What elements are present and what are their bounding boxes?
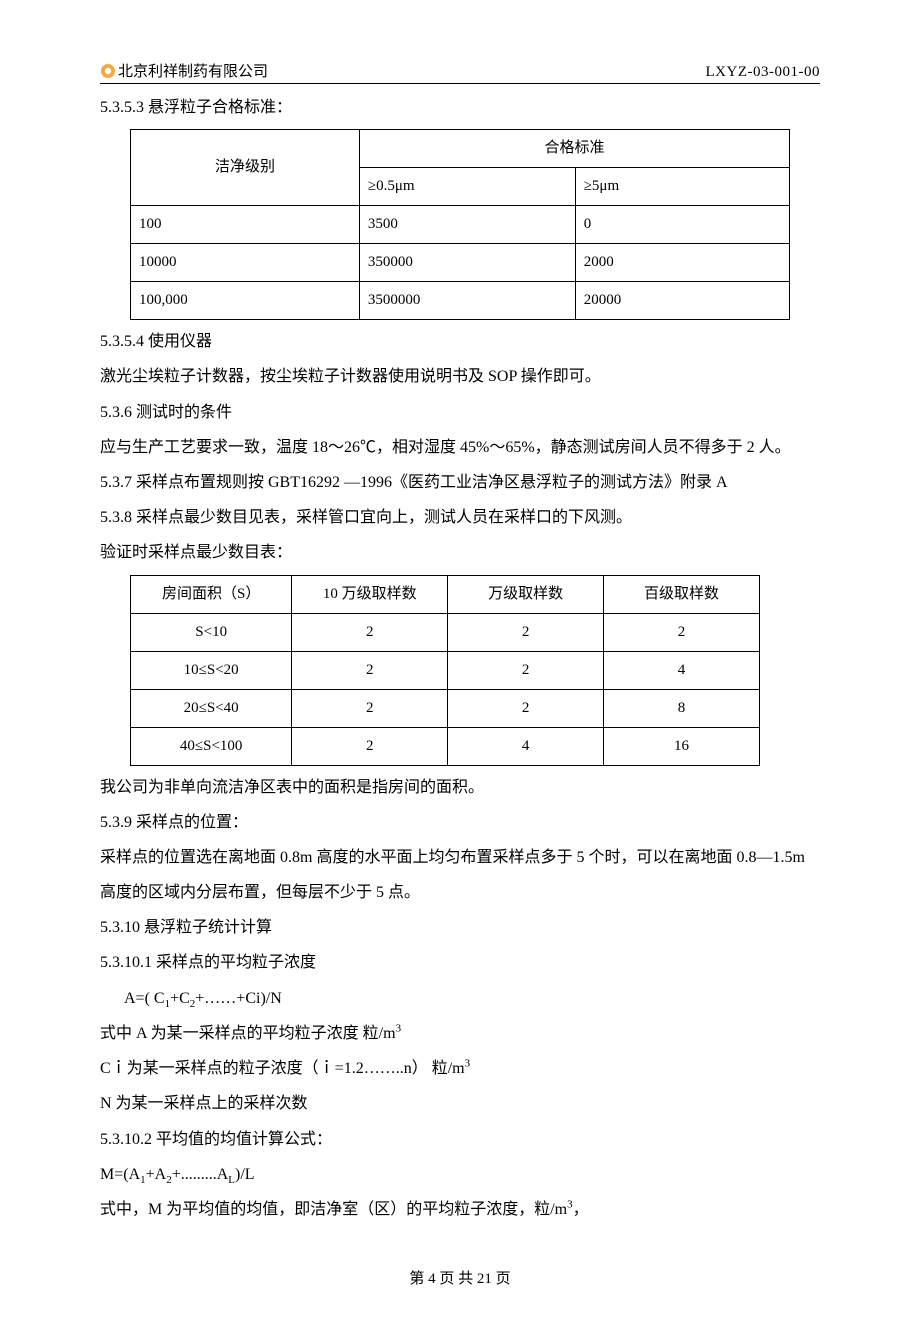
sec-5-3-8: 5.3.8 采样点最少数目见表，采样管口宜向上，测试人员在采样口的下风测。 — [100, 500, 820, 535]
t2-h4: 百级取样数 — [604, 575, 760, 613]
formula-A: A=( C1+C2+……+Ci)/N — [100, 981, 820, 1016]
table-row: 100 3500 0 — [131, 206, 790, 244]
expl-A-3: N 为某一采样点上的采样次数 — [100, 1086, 820, 1121]
sec-5-3-6: 5.3.6 测试时的条件 — [100, 395, 820, 430]
sec-5-3-7: 5.3.7 采样点布置规则按 GBT16292 —1996《医药工业洁净区悬浮粒… — [100, 465, 820, 500]
table-row: S<10 2 2 2 — [131, 613, 760, 651]
t1-h-05: ≥0.5μm — [359, 168, 575, 206]
document-body: 5.3.5.3 悬浮粒子合格标准： 洁净级别 合格标准 ≥0.5μm ≥5μm … — [100, 90, 820, 1227]
t2-h1: 房间面积（S） — [131, 575, 292, 613]
t1-h-std: 合格标准 — [359, 130, 789, 168]
sampling-points-table: 房间面积（S） 10 万级取样数 万级取样数 百级取样数 S<10 2 2 2 … — [130, 575, 760, 766]
t1-h-5: ≥5μm — [575, 168, 789, 206]
sec-5-3-8-sub: 验证时采样点最少数目表： — [100, 535, 820, 570]
company-name: 北京利祥制药有限公司 — [118, 60, 268, 81]
table-row: 20≤S<40 2 2 8 — [131, 689, 760, 727]
expl-A-1: 式中 A 为某一采样点的平均粒子浓度 粒/m3 — [100, 1016, 820, 1051]
table-row: 10000 350000 2000 — [131, 244, 790, 282]
expl-M: 式中，M 为平均值的均值，即洁净室（区）的平均粒子浓度，粒/m3， — [100, 1192, 820, 1227]
sec-5-3-9: 5.3.9 采样点的位置： — [100, 805, 820, 840]
page-footer: 第 4 页 共 21 页 — [100, 1267, 820, 1288]
t1-h-level: 洁净级别 — [131, 130, 360, 206]
document-page: 北京利祥制药有限公司 LXYZ-03-001-00 5.3.5.3 悬浮粒子合格… — [0, 0, 920, 1328]
page-header: 北京利祥制药有限公司 LXYZ-03-001-00 — [100, 60, 820, 84]
sec-5-3-5-4-body: 激光尘埃粒子计数器，按尘埃粒子计数器使用说明书及 SOP 操作即可。 — [100, 359, 820, 394]
table-row: 100,000 3500000 20000 — [131, 282, 790, 320]
t2-h3: 万级取样数 — [448, 575, 604, 613]
sec-5-3-10: 5.3.10 悬浮粒子统计计算 — [100, 910, 820, 945]
doc-code: LXYZ-03-001-00 — [706, 64, 820, 81]
particle-standard-table: 洁净级别 合格标准 ≥0.5μm ≥5μm 100 3500 0 10000 3… — [130, 129, 790, 320]
formula-M: M=(A1+A2+.........AL)/L — [100, 1157, 820, 1192]
sec-5-3-5-4: 5.3.5.4 使用仪器 — [100, 324, 820, 359]
sec-5-3-10-1: 5.3.10.1 采样点的平均粒子浓度 — [100, 945, 820, 980]
expl-A-2: Cｉ为某一采样点的粒子浓度（ｉ=1.2……..n） 粒/m3 — [100, 1051, 820, 1086]
sec-5-3-5-3: 5.3.5.3 悬浮粒子合格标准： — [100, 90, 820, 125]
t2-h2: 10 万级取样数 — [292, 575, 448, 613]
company-logo-icon — [100, 63, 116, 79]
table-row: 10≤S<20 2 2 4 — [131, 651, 760, 689]
table-row: 40≤S<100 2 4 16 — [131, 727, 760, 765]
header-left: 北京利祥制药有限公司 — [100, 60, 268, 81]
sec-5-3-9-body: 采样点的位置选在离地面 0.8m 高度的水平面上均匀布置采样点多于 5 个时，可… — [100, 840, 820, 910]
sec-5-3-8-note: 我公司为非单向流洁净区表中的面积是指房间的面积。 — [100, 770, 820, 805]
sec-5-3-6-body: 应与生产工艺要求一致，温度 18～26℃，相对湿度 45%～65%，静态测试房间… — [100, 430, 820, 465]
sec-5-3-10-2: 5.3.10.2 平均值的均值计算公式： — [100, 1122, 820, 1157]
